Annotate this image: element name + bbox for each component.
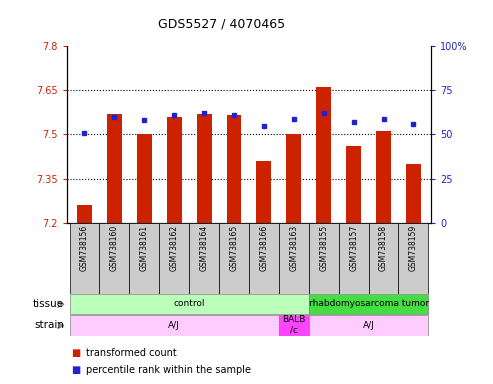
- Text: GSM738156: GSM738156: [80, 225, 89, 271]
- FancyBboxPatch shape: [279, 223, 309, 294]
- Bar: [346, 146, 361, 223]
- FancyBboxPatch shape: [369, 223, 398, 294]
- Text: GSM738158: GSM738158: [379, 225, 388, 271]
- Text: GSM738166: GSM738166: [259, 225, 268, 271]
- Text: GSM738165: GSM738165: [230, 225, 239, 271]
- Text: ■: ■: [71, 348, 81, 358]
- Text: GSM738159: GSM738159: [409, 225, 418, 271]
- Text: transformed count: transformed count: [86, 348, 177, 358]
- Text: GSM738160: GSM738160: [110, 225, 119, 271]
- FancyBboxPatch shape: [309, 315, 428, 336]
- FancyBboxPatch shape: [279, 315, 309, 336]
- Bar: [376, 131, 391, 223]
- Bar: [227, 115, 242, 223]
- Text: GSM738161: GSM738161: [140, 225, 149, 271]
- FancyBboxPatch shape: [159, 223, 189, 294]
- FancyBboxPatch shape: [70, 223, 100, 294]
- FancyBboxPatch shape: [70, 294, 309, 314]
- Text: GSM738164: GSM738164: [200, 225, 209, 271]
- Bar: [406, 164, 421, 223]
- Text: ■: ■: [71, 365, 81, 375]
- FancyBboxPatch shape: [219, 223, 249, 294]
- Text: tissue: tissue: [33, 299, 64, 310]
- Bar: [197, 114, 211, 223]
- Bar: [316, 87, 331, 223]
- FancyBboxPatch shape: [398, 223, 428, 294]
- FancyBboxPatch shape: [339, 223, 369, 294]
- Bar: [167, 117, 182, 223]
- FancyBboxPatch shape: [100, 223, 129, 294]
- Text: GSM738157: GSM738157: [349, 225, 358, 271]
- Text: GSM738162: GSM738162: [170, 225, 178, 271]
- Text: GDS5527 / 4070465: GDS5527 / 4070465: [158, 17, 285, 30]
- Text: A/J: A/J: [363, 321, 375, 329]
- FancyBboxPatch shape: [309, 223, 339, 294]
- Bar: [77, 205, 92, 223]
- Bar: [107, 114, 122, 223]
- Text: strain: strain: [34, 320, 64, 331]
- Bar: [286, 134, 301, 223]
- Text: GSM738163: GSM738163: [289, 225, 298, 271]
- Text: rhabdomyosarcoma tumor: rhabdomyosarcoma tumor: [309, 300, 428, 308]
- Bar: [137, 134, 152, 223]
- FancyBboxPatch shape: [249, 223, 279, 294]
- Bar: [256, 161, 271, 223]
- Text: A/J: A/J: [168, 321, 180, 329]
- FancyBboxPatch shape: [309, 294, 428, 314]
- Text: BALB
/c: BALB /c: [282, 315, 306, 335]
- Text: control: control: [174, 300, 205, 308]
- Text: GSM738155: GSM738155: [319, 225, 328, 271]
- FancyBboxPatch shape: [70, 315, 279, 336]
- FancyBboxPatch shape: [189, 223, 219, 294]
- Text: percentile rank within the sample: percentile rank within the sample: [86, 365, 251, 375]
- FancyBboxPatch shape: [129, 223, 159, 294]
